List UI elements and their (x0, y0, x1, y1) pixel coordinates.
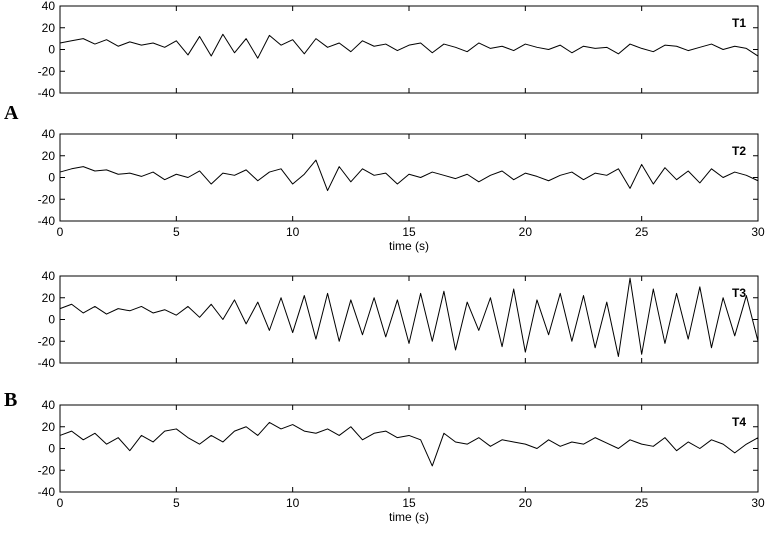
trace-label: T3 (732, 286, 746, 300)
y-tick-label: 20 (42, 420, 56, 434)
y-tick-label: 40 (42, 269, 56, 283)
trace-line (59, 16, 759, 94)
trace-line (59, 277, 759, 364)
y-tick-label: -40 (38, 86, 56, 100)
x-tick-label: 25 (635, 225, 649, 239)
y-tick-label: 20 (42, 21, 56, 35)
y-tick-label: -40 (38, 485, 56, 499)
y-tick-label: 0 (48, 171, 55, 185)
trace-label: T4 (732, 415, 746, 429)
trace-label: T2 (732, 144, 746, 158)
y-tick-label: -20 (38, 64, 56, 78)
y-tick-label: -20 (38, 334, 56, 348)
x-tick-label: 10 (286, 496, 300, 510)
plot-frame (59, 5, 759, 94)
y-tick-label: 0 (48, 43, 55, 57)
panel-letter-b: B (4, 389, 18, 411)
x-tick-label: 0 (57, 496, 64, 510)
x-axis-label: time (s) (389, 239, 429, 253)
x-tick-label: 10 (286, 225, 300, 239)
x-tick-label: 5 (173, 496, 180, 510)
x-tick-label: 30 (751, 496, 765, 510)
x-tick-label: 25 (635, 496, 649, 510)
panel-letter-a: A (4, 102, 19, 124)
y-tick-label: -40 (38, 214, 56, 228)
x-tick-label: 15 (402, 496, 416, 510)
x-tick-label: 30 (751, 225, 765, 239)
x-tick-label: 15 (402, 225, 416, 239)
y-tick-label: 40 (42, 127, 56, 141)
y-tick-label: 0 (48, 313, 55, 327)
x-axis-label: time (s) (389, 510, 429, 524)
trace-line (59, 421, 759, 471)
y-tick-label: 0 (48, 442, 55, 456)
x-tick-label: 0 (57, 225, 64, 239)
chart-3: 40 20 0 -20 -40 T3 (38, 269, 759, 370)
y-tick-label: 20 (42, 291, 56, 305)
x-tick-label: 20 (519, 225, 533, 239)
x-tick-label: 20 (519, 496, 533, 510)
trace-line (59, 159, 759, 209)
y-tick-label: 40 (42, 0, 56, 13)
y-tick-label: -20 (38, 463, 56, 477)
plot-frame (59, 133, 759, 222)
y-tick-label: -40 (38, 356, 56, 370)
trace-label: T1 (732, 16, 746, 30)
y-tick-label: 40 (42, 398, 56, 412)
chart-1: 40 20 0 -20 -40 T1 (38, 0, 759, 100)
y-tick-label: -20 (38, 192, 56, 206)
plot-frame (59, 404, 759, 493)
y-tick-label: 20 (42, 149, 56, 163)
x-tick-label: 5 (173, 225, 180, 239)
